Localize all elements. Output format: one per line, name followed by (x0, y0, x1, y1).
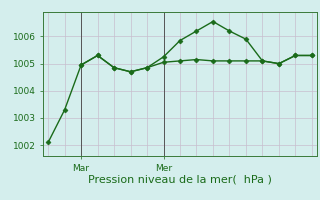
X-axis label: Pression niveau de la mer(  hPa ): Pression niveau de la mer( hPa ) (88, 174, 272, 184)
